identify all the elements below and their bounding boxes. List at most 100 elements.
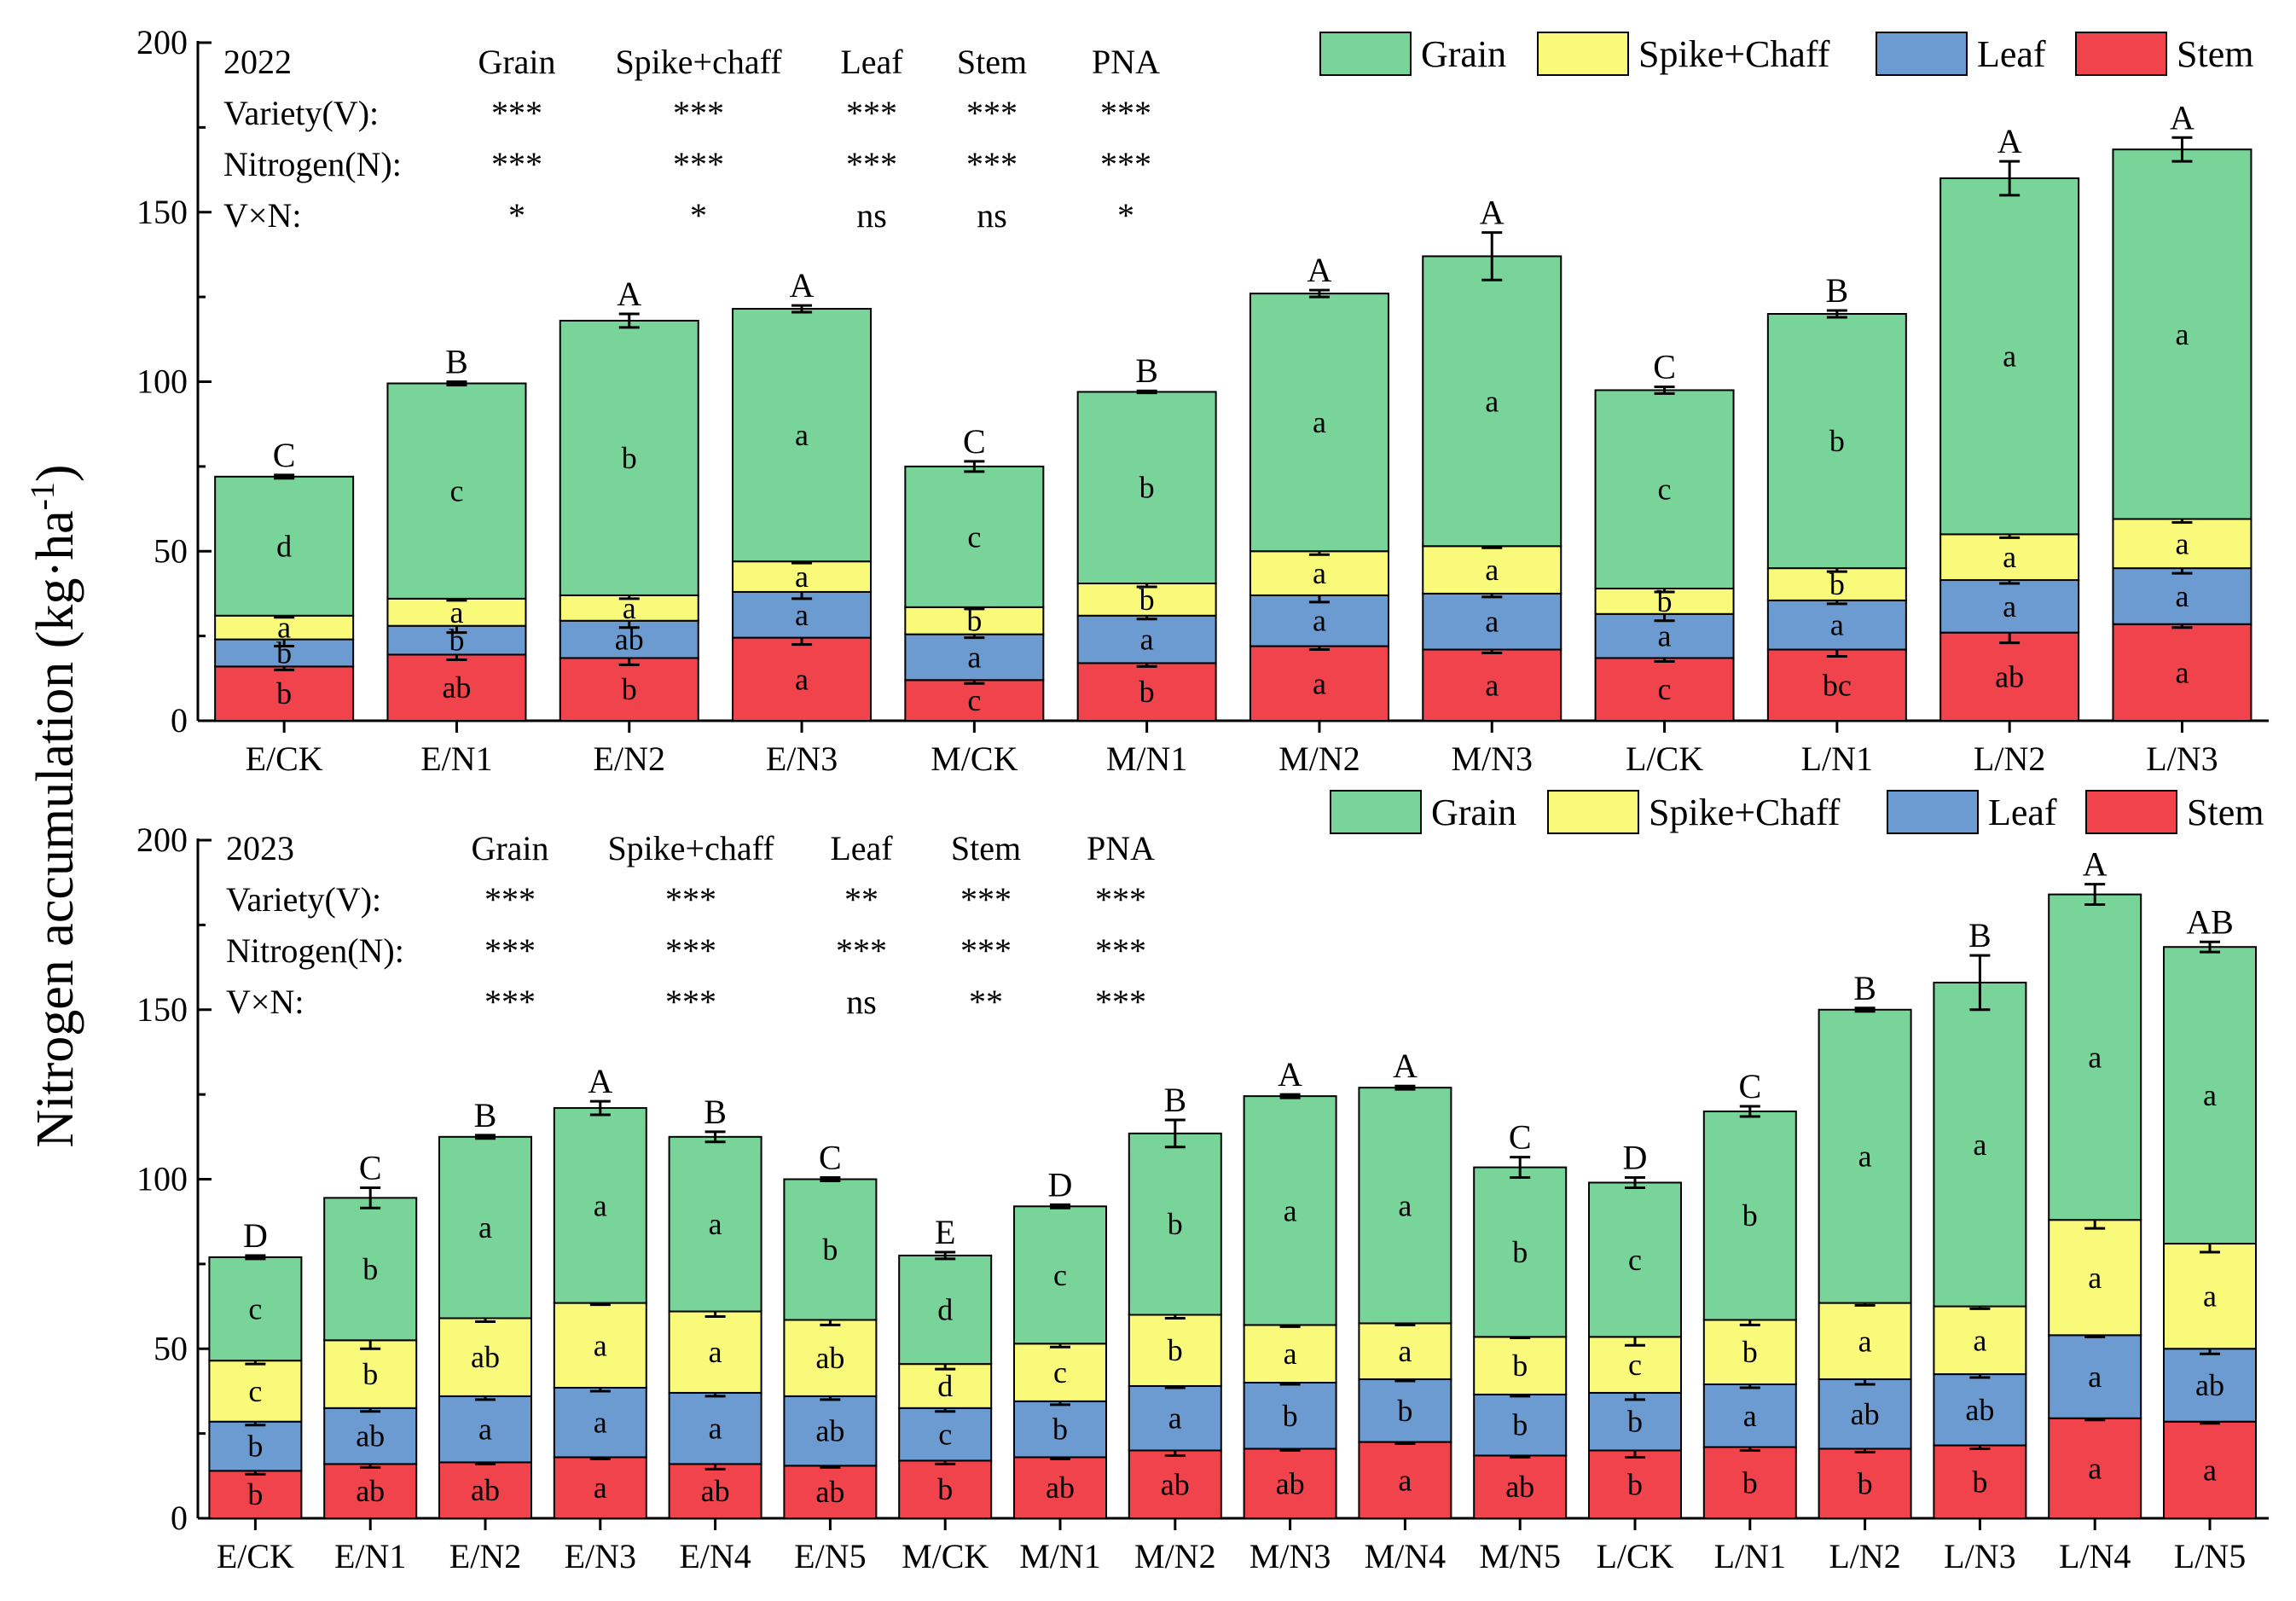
segment-letter: a xyxy=(795,598,809,632)
segment-letter: a xyxy=(2203,1453,2217,1487)
segment-letter: b xyxy=(1742,1198,1758,1233)
bar-segment-grain xyxy=(668,1135,762,1313)
x-tick-label: E/N3 xyxy=(565,1537,636,1575)
total-letter: AB xyxy=(2186,902,2234,941)
bar-segment-stem xyxy=(904,679,1045,722)
y-axis-label: Nitrogen accumulation (kg·ha-1) xyxy=(23,464,85,1147)
bar-segment-spike-chaff xyxy=(2163,1243,2257,1350)
bar-segment-leaf xyxy=(1243,1382,1337,1450)
bar-segment-spike-chaff xyxy=(1766,567,1907,601)
segment-letter: a xyxy=(2003,540,2016,574)
bar-segment-spike-chaff xyxy=(783,1319,878,1397)
anova-significance: *** xyxy=(1100,94,1151,132)
anova-significance: *** xyxy=(1095,880,1146,919)
segment-letter: a xyxy=(2003,339,2016,374)
segment-letter: a xyxy=(2088,1451,2102,1485)
segment-letter: a xyxy=(2203,1279,2217,1314)
total-letter: D xyxy=(1048,1165,1073,1204)
segment-letter: a xyxy=(1973,1128,1986,1162)
segment-letter: a xyxy=(795,560,809,594)
segment-letter: a xyxy=(1485,553,1499,587)
x-tick-label: L/N3 xyxy=(2146,740,2218,778)
segment-letter: ab xyxy=(1161,1467,1190,1501)
anova-header: Leaf xyxy=(840,43,903,81)
total-letter: B xyxy=(1135,351,1158,390)
segment-letter: a xyxy=(478,1412,492,1447)
legend-label: Spike+Chaff xyxy=(1649,792,1841,833)
segment-letter: c xyxy=(449,474,463,508)
bar-segment-stem xyxy=(1249,645,1389,722)
segment-letter: ab xyxy=(442,670,471,705)
bar-segment-spike-chaff xyxy=(553,1302,647,1389)
total-letter: C xyxy=(1509,1118,1532,1157)
bar-segment-spike-chaff xyxy=(2112,518,2253,570)
bar-segment-grain xyxy=(904,465,1045,608)
segment-letter: b xyxy=(966,604,982,638)
segment-letter: a xyxy=(2175,655,2189,689)
total-letter: B xyxy=(704,1093,727,1131)
anova-header: PNA xyxy=(1092,43,1160,81)
total-letter: D xyxy=(243,1216,268,1255)
x-tick-label: E/N3 xyxy=(766,740,838,778)
panel-year-label: 2023 xyxy=(226,829,294,867)
anova-significance: *** xyxy=(966,94,1018,132)
bar-segment-leaf xyxy=(1939,579,2080,634)
legend-swatch-leaf xyxy=(1887,790,1979,834)
total-letter: B xyxy=(1826,271,1849,310)
segment-letter: a xyxy=(1658,619,1672,653)
bar-segment-spike-chaff xyxy=(214,614,355,641)
bar-segment-stem xyxy=(553,1456,647,1519)
segment-letter: b xyxy=(276,676,292,711)
total-letter: B xyxy=(474,1096,497,1134)
segment-letter: a xyxy=(1284,1193,1297,1227)
total-letter: A xyxy=(1997,122,2022,160)
x-tick-label: M/CK xyxy=(902,1537,989,1575)
total-letter: C xyxy=(819,1139,842,1177)
anova-row-label: Variety(V): xyxy=(226,880,381,919)
x-tick-label: M/N2 xyxy=(1278,740,1360,778)
segment-letter: a xyxy=(1313,666,1326,700)
anova-significance: *** xyxy=(673,94,724,132)
segment-letter: a xyxy=(1168,1401,1182,1436)
x-tick-label: L/CK xyxy=(1596,1537,1673,1575)
bar-segment-stem xyxy=(386,653,527,722)
segment-letter: b xyxy=(622,672,637,706)
segment-letter: a xyxy=(709,1412,722,1446)
bar-segment-spike-chaff xyxy=(323,1339,418,1409)
bar-segment-grain xyxy=(1702,1111,1797,1321)
bar-segment-grain xyxy=(1249,293,1389,553)
legend-swatch-spike-chaff xyxy=(1537,32,1629,76)
y-tick-label: 200 xyxy=(136,23,188,61)
x-tick-label: L/N1 xyxy=(1801,740,1873,778)
bar-segment-leaf xyxy=(1766,599,1907,651)
anova-significance: *** xyxy=(846,94,897,132)
segment-letter: b xyxy=(1657,584,1673,618)
segment-letter: c xyxy=(248,1292,262,1326)
bar-segment-grain xyxy=(2048,893,2142,1221)
segment-letter: b xyxy=(622,441,637,475)
bar-segment-spike-chaff xyxy=(1702,1319,1797,1385)
bar-segment-stem xyxy=(214,665,355,722)
legend-swatch-grain xyxy=(1319,32,1412,76)
bar-segment-stem xyxy=(2163,1420,2257,1520)
anova-significance: *** xyxy=(1095,931,1146,970)
bar-segment-leaf xyxy=(1818,1378,1912,1450)
y-tick-label: 150 xyxy=(136,990,188,1029)
y-tick-label: 50 xyxy=(154,1329,188,1367)
segment-letter: a xyxy=(2088,1040,2102,1074)
segment-letter: bc xyxy=(1823,668,1852,702)
segment-letter: a xyxy=(1398,1463,1412,1497)
bar-segment-grain xyxy=(2163,946,2257,1245)
bar-segment-stem xyxy=(1588,1449,1682,1519)
segment-letter: a xyxy=(1858,1140,1872,1174)
bar-segment-spike-chaff xyxy=(668,1310,762,1394)
anova-significance: *** xyxy=(665,983,716,1021)
segment-letter: ab xyxy=(2195,1368,2224,1402)
segment-letter: a xyxy=(1313,556,1326,590)
segment-letter: b xyxy=(1397,1394,1412,1428)
segment-letter: d xyxy=(937,1293,953,1327)
bar-segment-grain xyxy=(1588,1181,1682,1338)
bar-segment-spike-chaff xyxy=(1076,583,1217,617)
segment-letter: b xyxy=(1139,583,1155,617)
x-tick-label: L/CK xyxy=(1626,740,1703,778)
